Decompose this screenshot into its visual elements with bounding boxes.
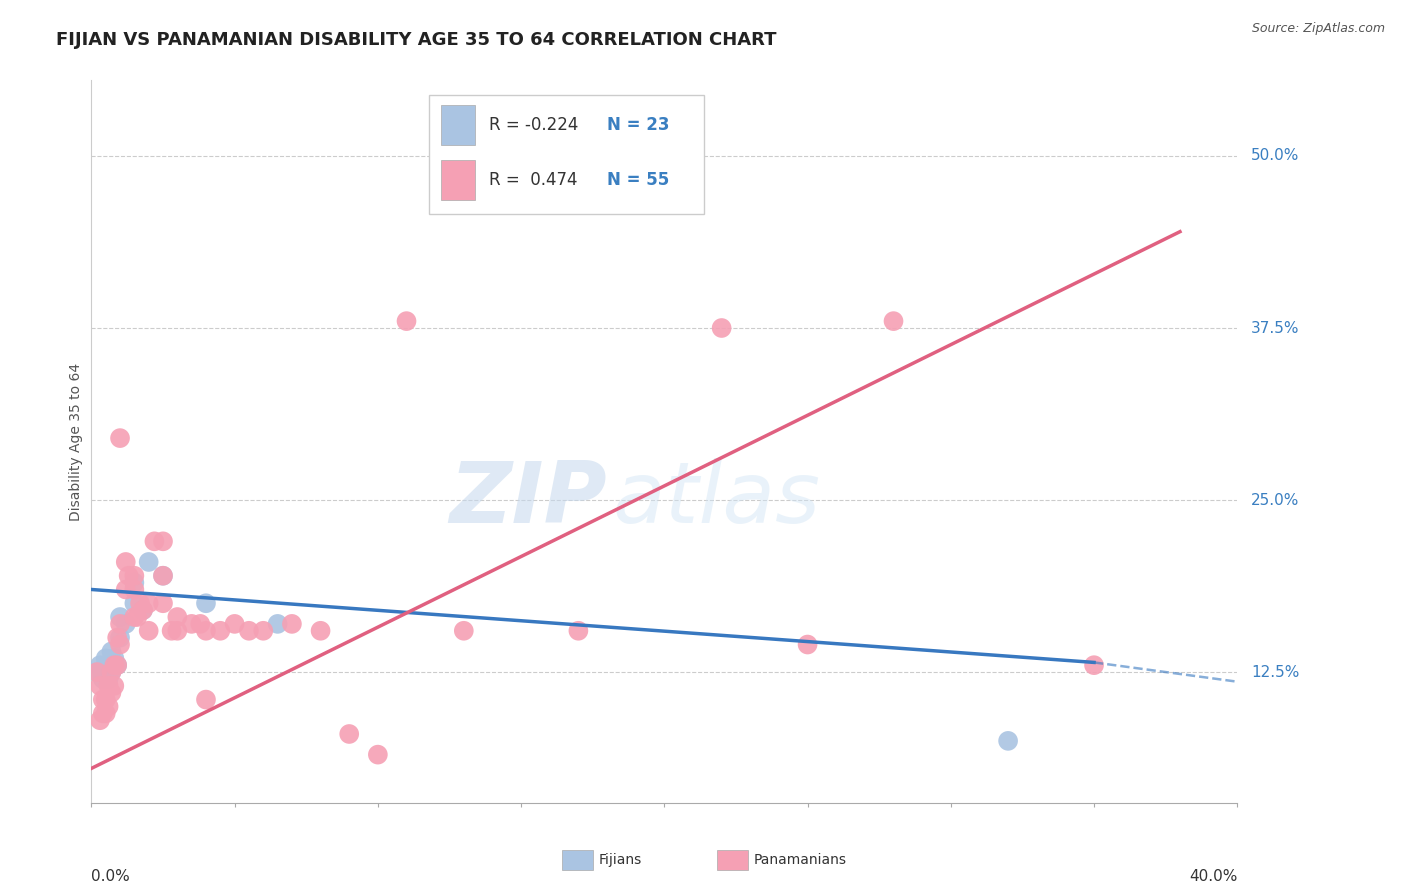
Point	[129, 596, 152, 610]
Point	[281, 616, 304, 631]
FancyBboxPatch shape	[429, 95, 704, 214]
Text: Panamanians: Panamanians	[754, 853, 846, 867]
Point	[138, 596, 160, 610]
Text: 40.0%: 40.0%	[1189, 869, 1237, 884]
Point	[94, 651, 117, 665]
Text: Fijians: Fijians	[599, 853, 643, 867]
Text: R = -0.224: R = -0.224	[489, 116, 578, 134]
Point	[89, 713, 111, 727]
Point	[132, 603, 155, 617]
Point	[882, 314, 904, 328]
Text: 37.5%: 37.5%	[1251, 320, 1299, 335]
Point	[108, 616, 131, 631]
Text: FIJIAN VS PANAMANIAN DISABILITY AGE 35 TO 64 CORRELATION CHART: FIJIAN VS PANAMANIAN DISABILITY AGE 35 T…	[56, 31, 776, 49]
Point	[103, 651, 125, 665]
Point	[152, 568, 174, 582]
Point	[91, 706, 114, 721]
Point	[114, 555, 136, 569]
Point	[194, 624, 217, 638]
Point	[108, 631, 131, 645]
Point	[395, 314, 418, 328]
Point	[166, 610, 188, 624]
Point	[266, 616, 288, 631]
Point	[252, 624, 274, 638]
Point	[238, 624, 260, 638]
Point	[124, 582, 146, 597]
Point	[138, 555, 160, 569]
Point	[86, 665, 108, 679]
Point	[97, 658, 120, 673]
Point	[188, 616, 211, 631]
Point	[97, 679, 120, 693]
Point	[224, 616, 246, 631]
Point	[127, 610, 149, 624]
Point	[124, 568, 146, 582]
Point	[209, 624, 232, 638]
Text: ZIP: ZIP	[450, 458, 607, 541]
Point	[97, 672, 120, 686]
Point	[100, 665, 122, 679]
Point	[91, 665, 114, 679]
Point	[105, 658, 128, 673]
Point	[94, 658, 117, 673]
Point	[103, 679, 125, 693]
Text: 25.0%: 25.0%	[1251, 492, 1299, 508]
Point	[143, 534, 166, 549]
Point	[152, 596, 174, 610]
Point	[114, 582, 136, 597]
Point	[86, 665, 108, 679]
Text: 12.5%: 12.5%	[1251, 665, 1299, 680]
Point	[105, 658, 128, 673]
Point	[796, 638, 818, 652]
Point	[124, 596, 146, 610]
Point	[91, 672, 114, 686]
Text: 50.0%: 50.0%	[1251, 148, 1299, 163]
Text: R =  0.474: R = 0.474	[489, 170, 578, 189]
Point	[114, 616, 136, 631]
Point	[138, 624, 160, 638]
Point	[309, 624, 332, 638]
Point	[103, 658, 125, 673]
Point	[152, 568, 174, 582]
Point	[94, 706, 117, 721]
Point	[132, 603, 155, 617]
Point	[89, 679, 111, 693]
Point	[108, 638, 131, 652]
Point	[91, 692, 114, 706]
Point	[94, 692, 117, 706]
Point	[124, 575, 146, 590]
Point	[89, 658, 111, 673]
Point	[1083, 658, 1105, 673]
Text: Source: ZipAtlas.com: Source: ZipAtlas.com	[1251, 22, 1385, 36]
Point	[453, 624, 475, 638]
Point	[108, 431, 131, 445]
Text: N = 23: N = 23	[607, 116, 669, 134]
Point	[152, 534, 174, 549]
Point	[180, 616, 202, 631]
Point	[567, 624, 589, 638]
Point	[100, 644, 122, 658]
Point	[194, 596, 217, 610]
Point	[337, 727, 360, 741]
Point	[367, 747, 389, 762]
Point	[997, 734, 1019, 748]
Point	[194, 692, 217, 706]
Point	[160, 624, 183, 638]
Point	[105, 631, 128, 645]
Y-axis label: Disability Age 35 to 64: Disability Age 35 to 64	[69, 362, 83, 521]
FancyBboxPatch shape	[441, 160, 475, 200]
Text: atlas: atlas	[613, 458, 821, 541]
Point	[124, 610, 146, 624]
Text: 0.0%: 0.0%	[91, 869, 131, 884]
FancyBboxPatch shape	[441, 105, 475, 145]
Point	[117, 568, 139, 582]
Point	[100, 665, 122, 679]
Point	[97, 699, 120, 714]
Point	[100, 686, 122, 700]
Point	[108, 610, 131, 624]
Point	[710, 321, 733, 335]
Text: N = 55: N = 55	[607, 170, 669, 189]
Point	[166, 624, 188, 638]
